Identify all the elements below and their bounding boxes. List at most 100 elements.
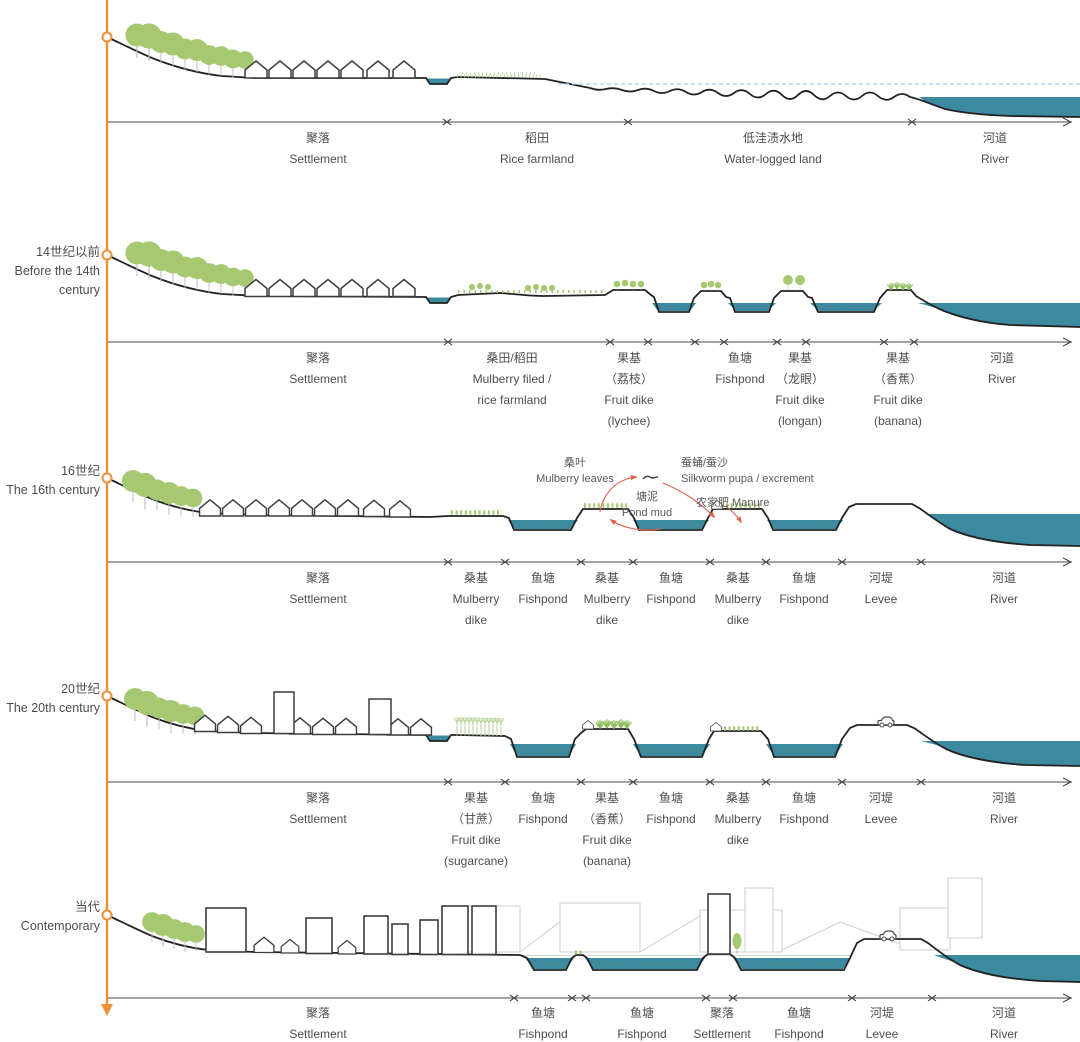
segment-label: 低洼渍水地 Water-logged land <box>724 131 822 166</box>
profile-20th <box>106 687 1080 767</box>
segment-label: 聚落 Settlement <box>289 791 347 826</box>
segment-label: 鱼塘 Fishpond <box>617 1006 667 1041</box>
pond-water <box>767 520 843 529</box>
segment-label: 鱼塘 Fishpond <box>518 791 568 826</box>
cycle-arrow-pond-mud <box>609 518 662 531</box>
building <box>273 691 295 735</box>
profile-origin <box>106 22 1080 118</box>
segment-label: 聚落 Settlement <box>289 1006 347 1041</box>
river-water <box>926 514 1080 546</box>
houses-group <box>244 278 416 298</box>
timeline-node <box>101 472 113 484</box>
annotation-mulberry-leaves: 桑叶 Mulberry leaves <box>536 457 614 485</box>
segment-label: 聚落 Settlement <box>289 571 347 606</box>
period-label-contemporary: 当代 Contemporary <box>20 900 100 933</box>
trees-group <box>141 911 206 953</box>
timeline-node <box>101 31 113 43</box>
pond-water <box>510 744 576 756</box>
segment-label: 桑基 Mulberry dike <box>714 571 762 627</box>
silkworm-icon-dot <box>656 476 658 478</box>
segment-label: 河堤 Levee <box>865 1006 899 1041</box>
segment-label: 桑基 Mulberry dike <box>452 571 500 627</box>
segment-label: 鱼塘 Fishpond <box>779 791 829 826</box>
segment-label: 果基 （荔枝） Fruit dike (lychee) <box>604 351 654 428</box>
annotation-pond-mud: 塘泥 Pond mud <box>621 491 673 519</box>
nutrient-cycle <box>599 475 742 531</box>
segment-label: 河道 River <box>989 791 1018 826</box>
segment-label: 桑基 Mulberry dike <box>583 571 631 627</box>
building <box>471 905 497 956</box>
banana-dike-plants <box>886 281 914 291</box>
pond-water <box>427 735 450 741</box>
pond-water <box>427 297 450 303</box>
annotation-silkworm: 蚕蛹/蚕沙 Silkworm pupa / excrement <box>681 457 814 485</box>
profile-contemporary <box>106 877 1080 983</box>
houses-group <box>244 60 416 79</box>
terrain-line <box>106 254 1080 328</box>
buildings-group <box>205 893 731 956</box>
building <box>707 893 731 955</box>
field-trees <box>468 282 556 295</box>
segment-label: 鱼塘 Fishpond <box>646 791 696 826</box>
building <box>368 698 392 736</box>
dim-row-5 <box>107 993 1073 1003</box>
building <box>363 915 389 955</box>
segment-label: 聚落 Settlement <box>289 351 347 386</box>
timeline-arrowhead <box>101 1004 113 1016</box>
silkworm-icon <box>642 475 657 480</box>
cycle-arrow-leaves <box>599 475 638 513</box>
pond-water <box>585 958 705 969</box>
building <box>419 919 439 956</box>
building <box>205 907 247 953</box>
segment-label: 聚落 Settlement <box>289 131 347 166</box>
river-water <box>921 741 1080 766</box>
cycle-arrow-pupa <box>662 482 716 519</box>
pond-water <box>733 958 851 969</box>
pond-water <box>652 303 696 311</box>
dim-row-2 <box>107 337 1073 347</box>
segment-label: 河堤 Levee <box>864 571 898 606</box>
pond-water <box>508 520 578 529</box>
lychee-dike-trees <box>613 279 645 291</box>
segment-label: 果基 （香蕉） Fruit dike (banana) <box>873 351 923 428</box>
segment-label: 鱼塘 Fishpond <box>518 1006 568 1041</box>
segment-label: 河道 River <box>989 571 1018 606</box>
segment-label: 鱼塘 Fishpond <box>518 571 568 606</box>
dike-trees <box>700 280 722 292</box>
car-icon <box>879 930 897 942</box>
segment-label: 河道 River <box>989 1006 1018 1041</box>
segment-label: 鱼塘 Fishpond <box>774 1006 824 1041</box>
segment-label: 鱼塘 Fishpond <box>779 571 829 606</box>
terrain-line <box>106 695 1080 767</box>
segment-label: 鱼塘 Fishpond <box>646 571 696 606</box>
building <box>305 917 333 955</box>
timeline-node <box>101 909 113 921</box>
pond-water <box>525 958 574 969</box>
segment-label: 河道 River <box>980 131 1009 166</box>
segment-label: 桑基 Mulberry dike <box>714 791 762 847</box>
profile-before-14th <box>106 240 1080 328</box>
street-tree <box>732 933 742 949</box>
river-water <box>918 303 1080 327</box>
banana-dike-plants <box>594 718 633 730</box>
dim-row-4 <box>107 777 1073 787</box>
dim-row-1 <box>107 117 1073 127</box>
segment-label: 果基 （龙眼） Fruit dike (longan) <box>775 351 825 428</box>
houses-group <box>198 499 412 518</box>
annotation-manure: 农家肥 Manure <box>696 497 770 509</box>
pond-water <box>633 520 709 529</box>
river-water <box>919 97 1080 117</box>
period-label-20th: 20世纪 The 20th century <box>6 682 100 715</box>
segment-label: 河道 River <box>987 351 1016 386</box>
profile-16th <box>106 469 1080 547</box>
segment-label: 果基 （甘蔗） Fruit dike (sugarcane) <box>443 791 509 868</box>
pond-water <box>427 78 450 84</box>
period-label-before-14th: 14世纪以前 Before the 14th century <box>14 245 100 297</box>
terrain-line <box>106 36 1080 118</box>
car-icon <box>877 716 895 728</box>
period-label-16th: 16世纪 The 16th century <box>6 464 100 497</box>
trees-group <box>123 687 205 736</box>
segment-label: 稻田 Rice farmland <box>499 131 575 166</box>
